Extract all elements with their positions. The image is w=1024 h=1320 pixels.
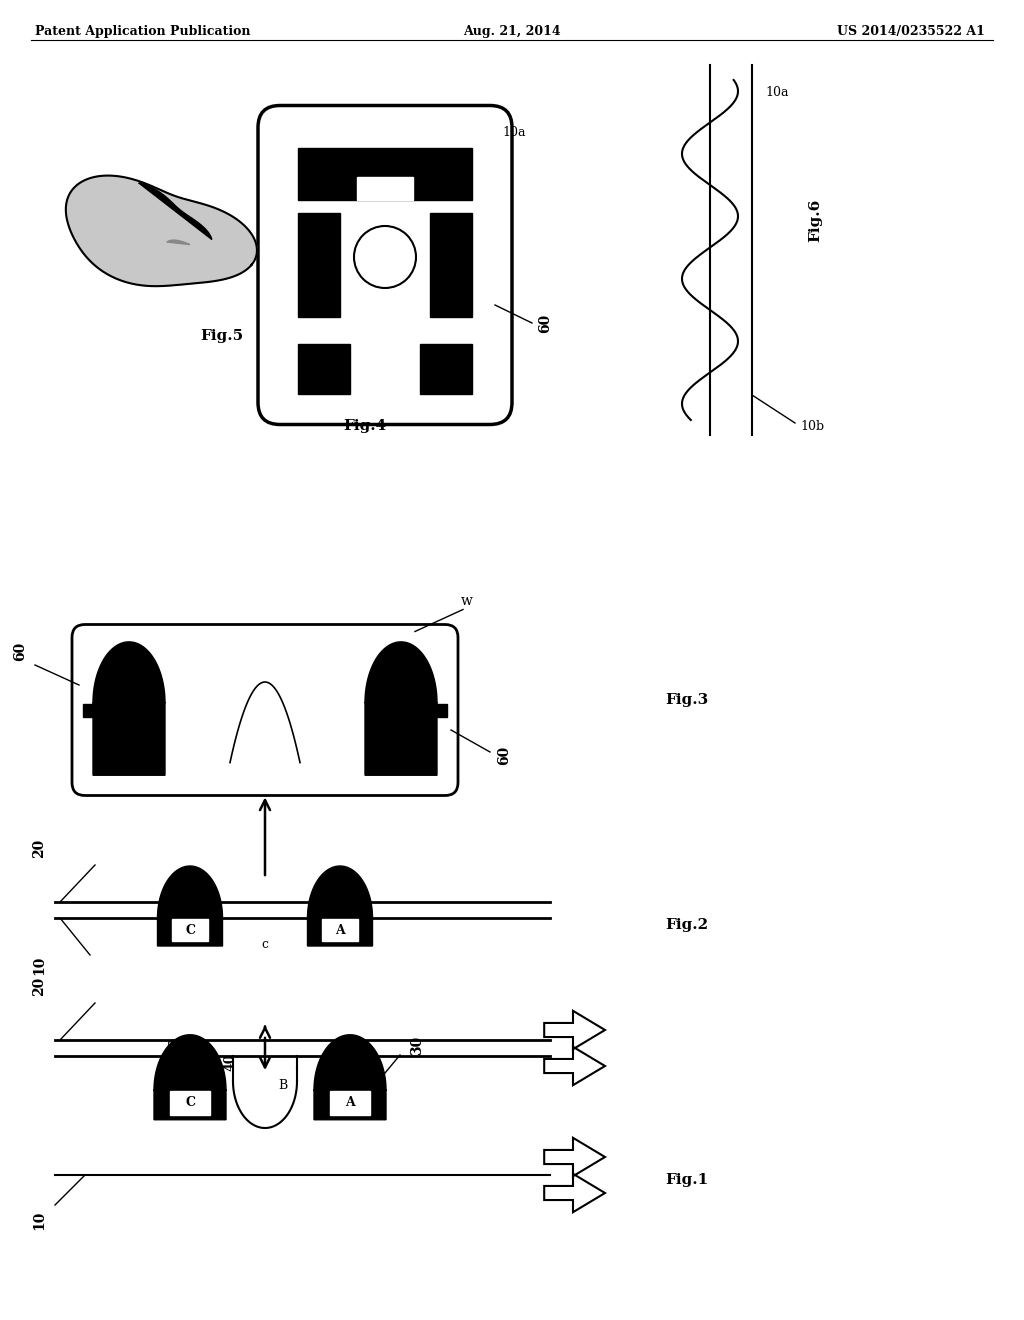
- FancyBboxPatch shape: [258, 106, 512, 425]
- Bar: [298, 345, 350, 395]
- Text: c: c: [261, 939, 268, 952]
- Polygon shape: [314, 1035, 386, 1119]
- Text: 10: 10: [32, 956, 46, 975]
- Polygon shape: [158, 866, 222, 946]
- Text: 50: 50: [168, 1036, 182, 1055]
- Polygon shape: [154, 1035, 226, 1119]
- Text: A: A: [335, 924, 345, 936]
- Bar: [83, 704, 96, 717]
- Bar: [323, 919, 357, 941]
- Text: 30: 30: [410, 1036, 424, 1055]
- FancyBboxPatch shape: [72, 624, 458, 796]
- Text: Aug. 21, 2014: Aug. 21, 2014: [463, 25, 561, 38]
- Text: Fig.6: Fig.6: [808, 198, 822, 242]
- Polygon shape: [307, 866, 373, 946]
- Bar: [434, 704, 447, 717]
- Text: Patent Application Publication: Patent Application Publication: [35, 25, 251, 38]
- Text: 60: 60: [13, 642, 27, 661]
- Text: Fig.1: Fig.1: [665, 1173, 709, 1187]
- Bar: [330, 1090, 370, 1114]
- Text: C: C: [185, 1096, 195, 1109]
- Bar: [170, 1090, 210, 1114]
- Text: 40: 40: [223, 1053, 236, 1071]
- Text: C: C: [185, 924, 195, 936]
- Bar: [298, 213, 340, 317]
- Bar: [420, 345, 472, 395]
- Text: US 2014/0235522 A1: US 2014/0235522 A1: [838, 25, 985, 38]
- Bar: [298, 148, 472, 199]
- Polygon shape: [66, 176, 257, 286]
- Polygon shape: [93, 642, 165, 775]
- Text: Fig.4: Fig.4: [343, 420, 387, 433]
- Text: 10a: 10a: [502, 125, 525, 139]
- Bar: [430, 213, 472, 317]
- Text: Fig.2: Fig.2: [665, 917, 709, 932]
- Text: Fig.5: Fig.5: [200, 329, 243, 343]
- Text: A: A: [345, 1096, 355, 1109]
- Text: w: w: [461, 594, 473, 607]
- Bar: [172, 919, 208, 941]
- Circle shape: [354, 226, 416, 288]
- Bar: [357, 177, 413, 199]
- Text: 10a: 10a: [765, 87, 788, 99]
- Text: 20: 20: [32, 838, 46, 858]
- Text: B: B: [279, 1078, 288, 1092]
- Polygon shape: [138, 183, 212, 239]
- Text: Fig.3: Fig.3: [665, 693, 709, 708]
- Polygon shape: [167, 240, 189, 244]
- Polygon shape: [365, 642, 437, 775]
- Text: 60: 60: [497, 746, 511, 766]
- Text: 10b: 10b: [800, 421, 824, 433]
- Text: 20: 20: [32, 977, 46, 997]
- Text: 10: 10: [32, 1210, 46, 1230]
- Text: 60: 60: [538, 314, 552, 333]
